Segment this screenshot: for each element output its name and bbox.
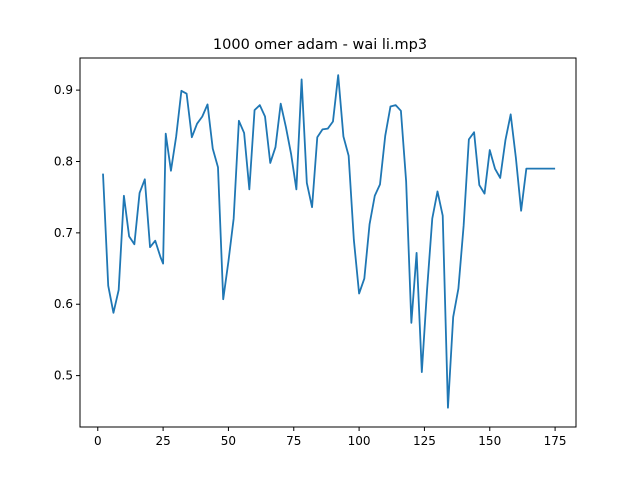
y-tick-label: 0.7 bbox=[54, 226, 73, 240]
plot-area bbox=[102, 74, 556, 409]
series-line bbox=[102, 74, 556, 409]
y-tick-label: 0.8 bbox=[54, 154, 73, 168]
x-tick-label: 100 bbox=[348, 434, 371, 448]
x-tick-label: 50 bbox=[221, 434, 236, 448]
x-tick-label: 25 bbox=[155, 434, 170, 448]
y-tick-label: 0.5 bbox=[54, 369, 73, 383]
x-tick-label: 0 bbox=[94, 434, 102, 448]
y-tick-label: 0.6 bbox=[54, 297, 73, 311]
x-tick-label: 150 bbox=[478, 434, 501, 448]
x-tick-label: 175 bbox=[544, 434, 567, 448]
x-tick-label: 75 bbox=[286, 434, 301, 448]
x-axis: 0 25 50 75 100 125 150 175 bbox=[94, 427, 567, 448]
axes-frame bbox=[79, 57, 577, 428]
y-axis: 0.5 0.6 0.7 0.8 0.9 bbox=[54, 83, 80, 383]
y-tick-label: 0.9 bbox=[54, 83, 73, 97]
x-tick-label: 125 bbox=[413, 434, 436, 448]
chart-title: 1000 omer adam - wai li.mp3 bbox=[213, 37, 427, 53]
